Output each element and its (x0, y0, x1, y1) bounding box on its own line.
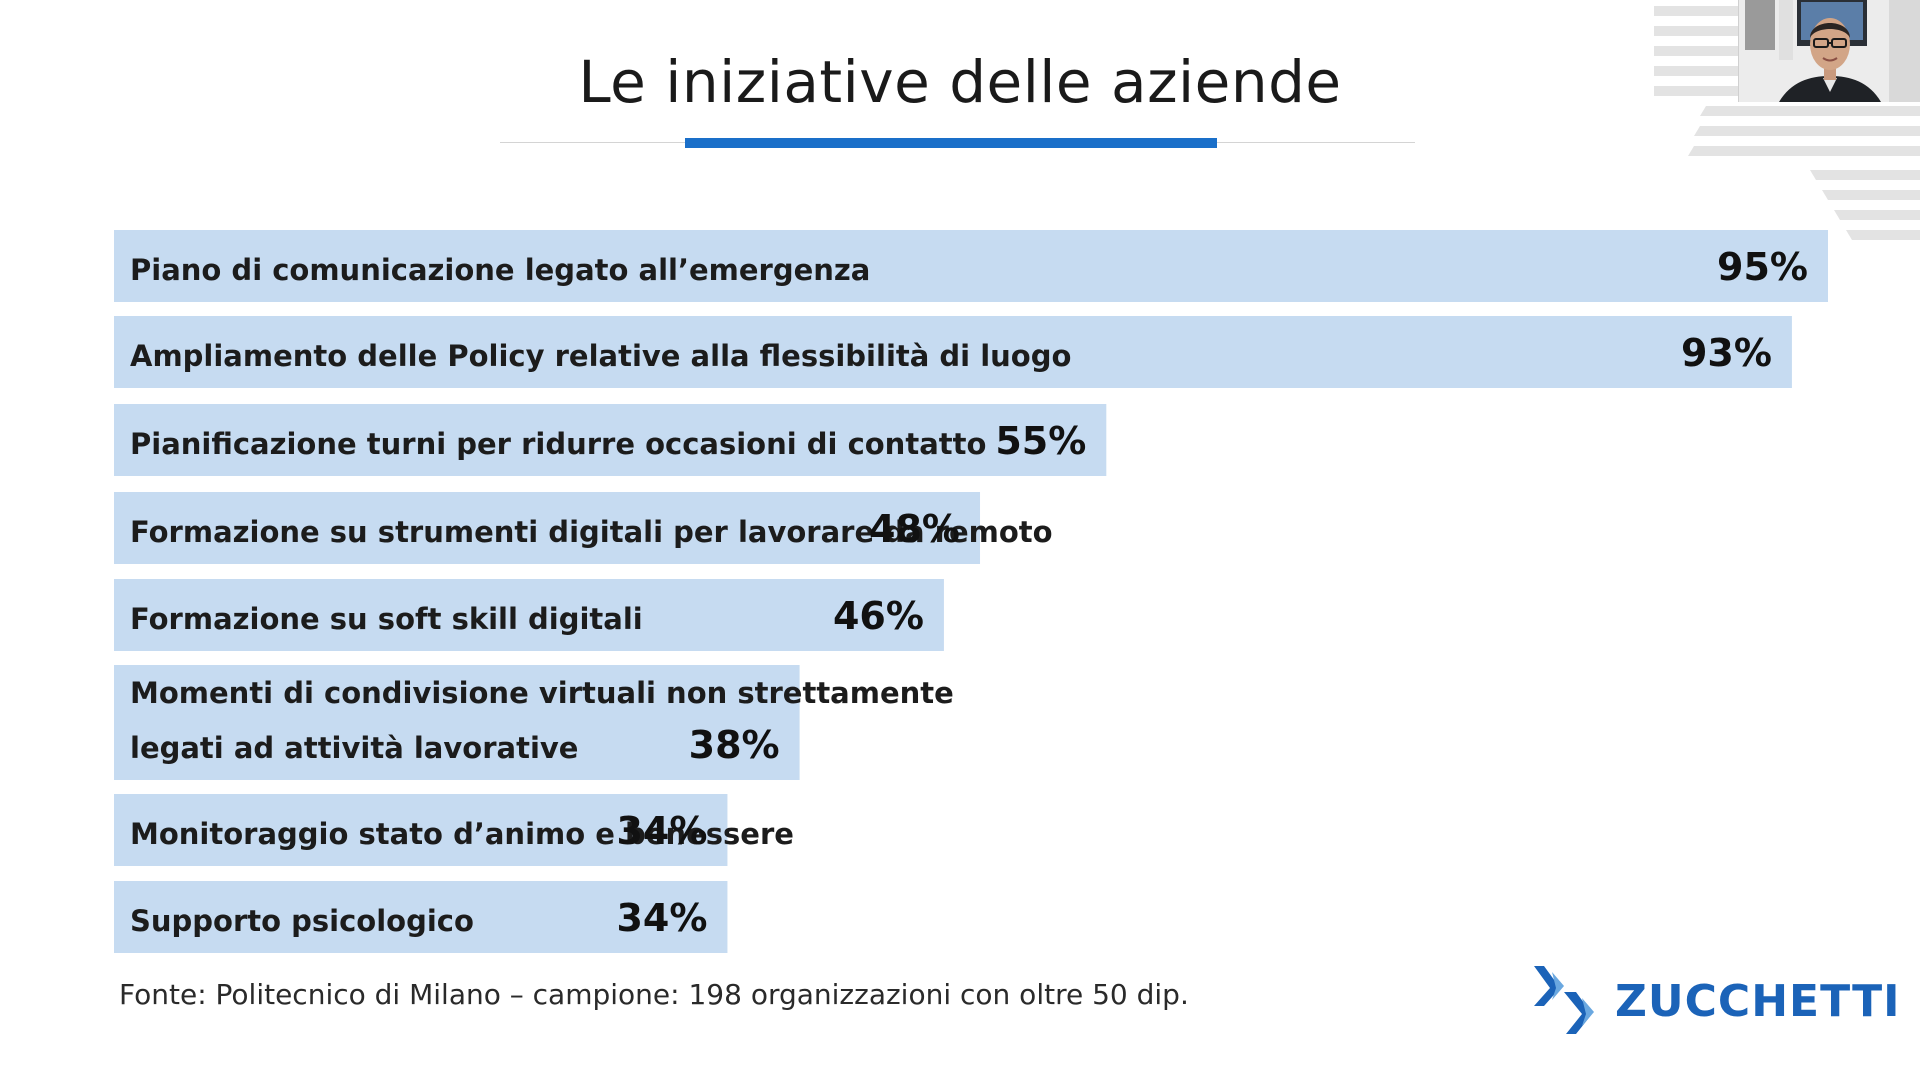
bar (114, 794, 728, 866)
bar-category-label: Supporto psicologico (130, 904, 474, 938)
bar-value-label: 34% (616, 896, 707, 940)
bar-value-label: 93% (1681, 331, 1772, 375)
title-accent-bar (685, 138, 1217, 148)
bar-category-label: Monitoraggio stato d’animo e benessere (130, 817, 794, 851)
presenter-video-icon (1739, 0, 1920, 102)
bar-chart: Piano di comunicazione legato all’emerge… (114, 230, 1828, 953)
bar (114, 404, 1107, 476)
logo-text: ZUCCHETTI (1615, 976, 1901, 1027)
bar-value-label: 46% (833, 594, 924, 638)
bar-category-label: Formazione su strumenti digitali per lav… (130, 515, 1053, 549)
bar (114, 492, 981, 564)
bar (114, 230, 1828, 302)
zucchetti-logo: ZUCCHETTI (1530, 962, 1900, 1038)
corner-stripes-decoration (1654, 6, 1920, 240)
bar-category-label: Pianificazione turni per ridurre occasio… (130, 427, 986, 461)
bar-value-label: 95% (1717, 245, 1808, 289)
bar-value-label: 55% (995, 419, 1086, 463)
zucchetti-logo-mark-icon (1534, 966, 1594, 1034)
bar-category-label: Momenti di condivisione virtuali non str… (130, 676, 954, 710)
bar-value-label: 38% (689, 723, 780, 767)
bar-category-label: Ampliamento delle Policy relative alla f… (130, 339, 1071, 373)
bar (114, 579, 944, 651)
bar-category-label: Piano di comunicazione legato all’emerge… (130, 253, 870, 287)
presenter-webcam (1738, 0, 1920, 102)
bar-category-label: Formazione su soft skill digitali (130, 602, 643, 636)
slide-title: Le iniziative delle aziende (578, 48, 1342, 116)
bar-value-label: 34% (616, 809, 707, 853)
bar (114, 316, 1792, 388)
source-note: Fonte: Politecnico di Milano – campione:… (119, 978, 1189, 1011)
bar-category-label: legati ad attività lavorative (130, 731, 578, 765)
bar (114, 881, 728, 953)
bar (114, 665, 800, 780)
bar-value-label: 48% (869, 507, 960, 551)
